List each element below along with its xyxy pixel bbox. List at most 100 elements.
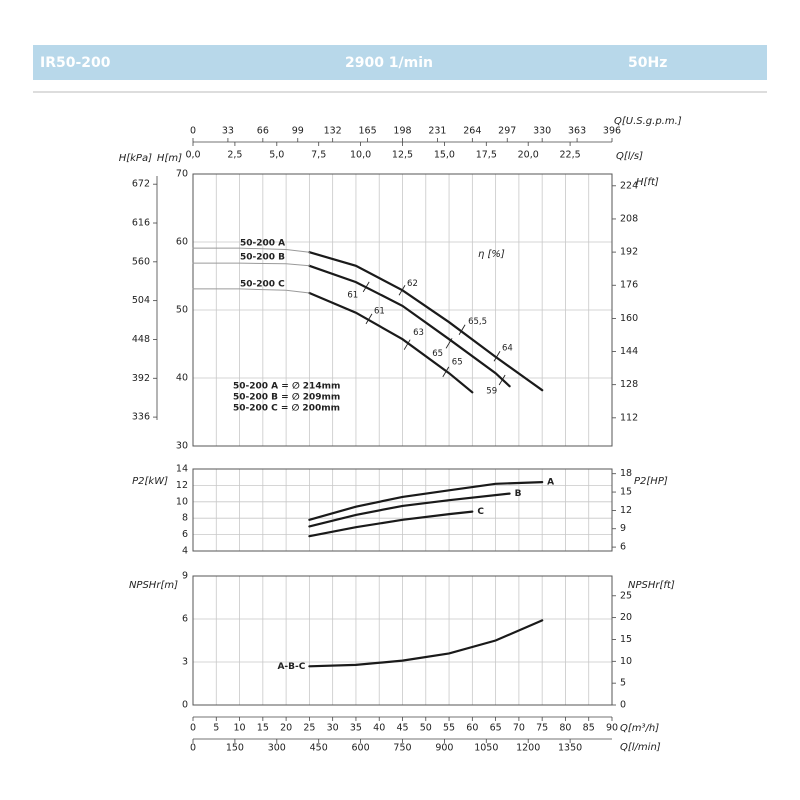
efficiency-value: 65,5	[468, 317, 487, 327]
efficiency-tick	[458, 324, 466, 335]
y2-tick-label: 18	[620, 468, 632, 479]
y2-tick-label: 25	[620, 590, 632, 601]
x2-tick-label: 198	[393, 126, 411, 137]
y-axis-label: NPSHr[m]	[129, 580, 178, 591]
y2-tick-label: 9	[620, 523, 626, 534]
curve	[308, 492, 511, 528]
curve-label: 50-200 C	[240, 280, 285, 290]
speed: 2900 1/min	[345, 55, 433, 71]
x2-tick-label: 231	[428, 126, 446, 137]
curve	[192, 247, 310, 253]
y2-tick-label: 12	[620, 505, 632, 516]
x2-tick-label: 165	[359, 126, 377, 137]
frequency: 50Hz	[628, 55, 667, 71]
curve-label: 50-200 B	[240, 252, 285, 262]
efficiency-label: η [%]	[478, 249, 505, 260]
x2-tick-label: 1050	[474, 743, 498, 754]
y-tick-label: 30	[176, 441, 188, 452]
efficiency-value: 65	[432, 349, 443, 359]
x3-tick-label: 15,0	[434, 150, 455, 161]
y-tick-label: 6	[182, 529, 188, 540]
x-tick-label: 5	[213, 723, 219, 734]
y2-tick-label: 208	[620, 213, 638, 224]
y2-tick-label: 5	[620, 678, 626, 689]
curve	[308, 251, 544, 392]
x2-tick-label: 750	[393, 743, 411, 754]
x2-tick-label: 0	[190, 126, 196, 137]
curve-label: A-B-C	[277, 662, 305, 672]
efficiency-tick	[442, 366, 450, 378]
x2-tick-label: 363	[568, 126, 586, 137]
efficiency-value: 64	[502, 344, 513, 354]
x2-tick-label: 99	[292, 126, 304, 137]
efficiency-value: 59	[486, 387, 497, 397]
x-tick-label: 70	[513, 723, 525, 734]
y3-tick-label: 672	[132, 179, 150, 190]
x2-tick-label: 150	[226, 743, 244, 754]
x2-tick-label: 132	[324, 126, 342, 137]
efficiency-tick	[403, 339, 411, 350]
y3-tick-label: 448	[132, 334, 150, 345]
x-tick-label: 80	[559, 723, 571, 734]
efficiency-tick	[362, 281, 370, 293]
x3-tick-label: 5,0	[269, 150, 284, 161]
x-tick-label: 25	[303, 723, 315, 734]
y-tick-label: 50	[176, 305, 188, 316]
plot-frame	[192, 173, 613, 447]
x3-axis-label: Q[l/s]	[616, 151, 643, 162]
header-bar	[33, 45, 767, 80]
x-tick-label: 60	[466, 723, 478, 734]
y2-tick-label: 224	[620, 180, 638, 191]
x2-tick-label: 330	[533, 126, 551, 137]
x-tick-label: 35	[350, 723, 362, 734]
efficiency-value: 63	[413, 328, 424, 338]
efficiency-value: 61	[374, 306, 385, 316]
x3-tick-label: 10,0	[350, 150, 371, 161]
diameter-note: 50-200 A = ∅ 214mm	[233, 382, 340, 392]
y-axis-label: H[m]	[157, 153, 182, 164]
x2-tick-label: 396	[603, 126, 621, 137]
y2-tick-label: 176	[620, 280, 638, 291]
y3-tick-label: 392	[132, 373, 150, 384]
efficiency-tick	[398, 285, 406, 296]
x2-tick-label: 264	[463, 126, 481, 137]
y-tick-label: 8	[182, 513, 188, 524]
curve	[308, 291, 474, 394]
x-tick-label: 0	[190, 723, 196, 734]
y3-tick-label: 504	[132, 295, 150, 306]
curve	[308, 510, 474, 538]
y-tick-label: 70	[176, 169, 188, 180]
model: IR50-200	[40, 55, 111, 71]
y-tick-label: 60	[176, 237, 188, 248]
efficiency-value: 61	[347, 290, 358, 300]
y-tick-label: 4	[182, 546, 188, 557]
curve	[308, 619, 544, 668]
x-tick-label: 30	[327, 723, 339, 734]
y2-tick-label: 15	[620, 487, 632, 498]
x2-tick-label: 900	[435, 743, 453, 754]
x3-tick-label: 2,5	[227, 150, 242, 161]
x3-tick-label: 20,0	[518, 150, 539, 161]
x-tick-label: 20	[280, 723, 292, 734]
curve	[308, 481, 544, 521]
curve	[308, 264, 511, 388]
x2-tick-label: 66	[257, 126, 269, 137]
curve-label: C	[477, 507, 484, 517]
y-tick-label: 9	[182, 571, 188, 582]
y-axis-label: P2[kW]	[132, 476, 168, 487]
y2-tick-label: 144	[620, 346, 638, 357]
y-tick-label: 40	[176, 373, 188, 384]
y2-tick-label: 10	[620, 656, 632, 667]
x3-tick-label: 0,0	[185, 150, 200, 161]
y2-tick-label: 192	[620, 247, 638, 258]
y2-axis-label: P2[HP]	[634, 476, 668, 487]
curve-label: B	[515, 489, 522, 499]
y3-axis-label: H[kPa]	[119, 153, 152, 164]
plot-frame	[192, 575, 613, 706]
y2-tick-label: 160	[620, 313, 638, 324]
y2-tick-label: 112	[620, 412, 638, 423]
x2-tick-label: 1200	[516, 743, 540, 754]
x2-tick-label: 0	[190, 743, 196, 754]
y-tick-label: 0	[182, 700, 188, 711]
y2-tick-label: 128	[620, 379, 638, 390]
